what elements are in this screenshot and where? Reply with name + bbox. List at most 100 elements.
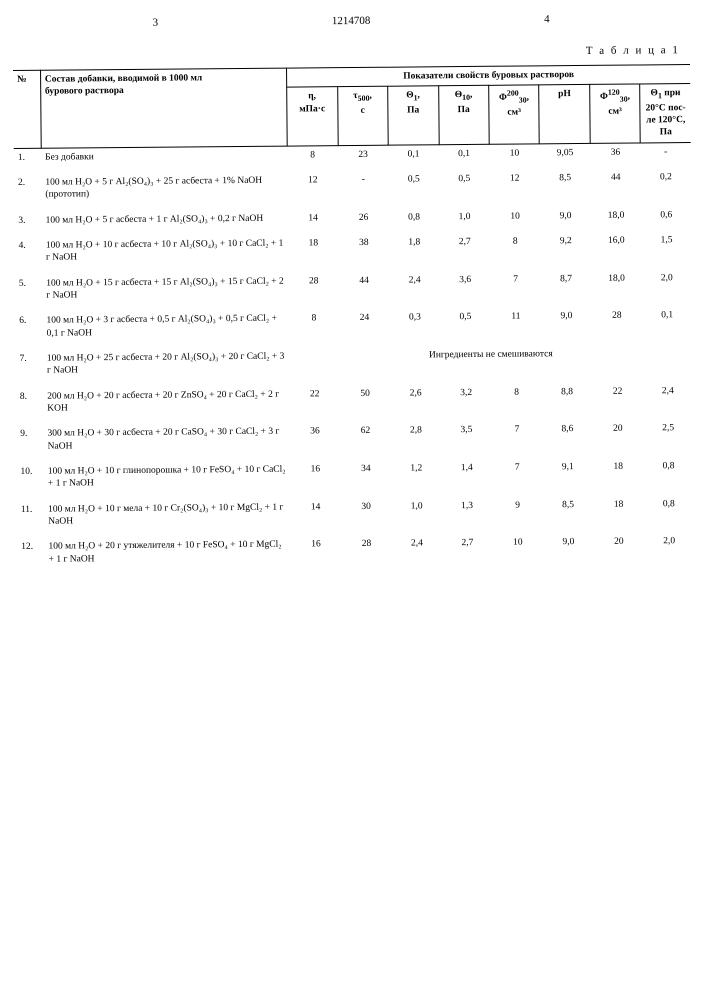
data-cell: 38	[339, 234, 390, 272]
data-cell: 2,4	[643, 382, 693, 420]
data-cell: 23	[338, 145, 389, 171]
row-desc: 100 мл H₂O + 10 г асбеста + 10 г Al₂(SO₄…	[42, 235, 289, 275]
row-number: 5.	[15, 274, 43, 312]
left-page-num: 3	[153, 17, 159, 29]
table-body: 1.Без добавки8230,10,1109,0536-2.100 мл …	[14, 142, 695, 576]
data-cell: 0,8	[643, 457, 693, 495]
data-cell: 22	[289, 385, 340, 423]
data-cell: 30	[341, 497, 392, 535]
data-cell: 18	[593, 458, 644, 496]
row-number: 1.	[14, 148, 42, 174]
data-cell: 8	[289, 309, 340, 347]
data-cell: 62	[340, 422, 391, 460]
col-ph: pH	[539, 85, 590, 144]
row-desc: 100 мл H₂O + 15 г асбеста + 15 г Al₂(SO₄…	[42, 272, 289, 312]
data-cell: 10	[489, 143, 540, 169]
data-cell: 2,7	[439, 233, 490, 271]
data-cell: 3,2	[441, 383, 492, 421]
main-table: № Состав добавки, вводимой в 1000 мл бур…	[13, 64, 694, 576]
table-header: № Состав добавки, вводимой в 1000 мл бур…	[13, 65, 691, 148]
data-cell: 9,0	[543, 533, 594, 571]
data-cell: -	[338, 171, 389, 209]
data-cell: 1,8	[389, 233, 440, 271]
data-cell: 2,4	[389, 271, 440, 309]
row-number: 7.	[15, 350, 43, 388]
data-cell: 2,0	[644, 532, 694, 570]
table-row: 12.100 мл H₂O + 20 г утяжелителя + 10 г …	[17, 532, 694, 576]
table-row: 11.100 мл H₂O + 10 г мела + 10 г Cr₂(SO₄…	[17, 495, 694, 539]
data-cell: 0,1	[439, 144, 490, 170]
data-cell: 8	[287, 145, 338, 171]
row-desc: 100 мл H₂O + 25 г асбеста + 20 г Al₂(SO₄…	[43, 348, 290, 388]
data-cell: 1,4	[441, 459, 492, 497]
col-num: №	[13, 70, 41, 148]
data-cell: 1,0	[439, 207, 490, 233]
data-cell: 1,2	[391, 459, 442, 497]
row-desc: 100 мл H₂O + 20 г утяжелителя + 10 г FeS…	[44, 536, 291, 576]
data-cell: 0,1	[388, 144, 439, 170]
data-cell: 18	[593, 495, 644, 533]
data-cell: 8,7	[541, 270, 592, 308]
row-desc: 300 мл H₂O + 30 г асбеста + 20 г CaSO₄ +…	[43, 423, 290, 463]
data-cell: 28	[341, 535, 392, 573]
doc-number: 1214708	[332, 15, 371, 27]
row-desc: 100 мл H₂O + 5 г Al₂(SO₄)₃ + 25 г асбест…	[41, 171, 288, 211]
data-cell: 3,6	[440, 270, 491, 308]
row-number: 2.	[14, 174, 42, 212]
data-cell: 2,7	[442, 534, 493, 572]
data-cell: 36	[290, 422, 341, 460]
data-cell: 8	[491, 383, 542, 421]
data-cell: 9,2	[540, 232, 591, 270]
data-cell: 8	[490, 232, 541, 270]
data-cell: 36	[590, 143, 641, 169]
data-cell: 10	[493, 534, 544, 572]
data-cell: 7	[490, 270, 541, 308]
row-number: 9.	[16, 425, 44, 463]
data-cell: 11	[491, 308, 542, 346]
col-theta10: Θ10,Па	[438, 86, 489, 145]
row-desc: 200 мл H₂O + 20 г асбеста + 20 г ZnSO₄ +…	[43, 385, 290, 425]
data-cell: 14	[288, 209, 339, 235]
data-cell: 26	[338, 208, 389, 234]
data-cell: 1,3	[442, 497, 493, 535]
row-number: 6.	[15, 312, 43, 350]
data-cell: 9,05	[540, 143, 591, 169]
table-row: 5.100 мл H₂O + 15 г асбеста + 15 г Al₂(S…	[15, 269, 692, 313]
data-cell: 50	[340, 384, 391, 422]
col-phi120: Φ12030,см³	[590, 84, 641, 143]
table-row: 7.100 мл H₂O + 25 г асбеста + 20 г Al₂(S…	[15, 344, 692, 388]
data-cell: 8,6	[542, 420, 593, 458]
col-theta1: Θ1,Па	[388, 86, 439, 145]
data-cell: 0,6	[641, 206, 691, 232]
data-cell: 9,0	[540, 207, 591, 233]
data-cell: 0,5	[388, 170, 439, 208]
data-cell: 10	[490, 207, 541, 233]
row-span-note: Ингредиенты не смешиваются	[289, 344, 693, 385]
data-cell: 7	[492, 421, 543, 459]
data-cell: 2,8	[391, 422, 442, 460]
data-cell: 0,8	[389, 208, 440, 234]
table-row: 10.100 мл H₂O + 10 г глинопорошка + 10 г…	[16, 457, 693, 501]
data-cell: -	[641, 142, 691, 168]
data-cell: 16	[290, 460, 341, 498]
data-cell: 44	[590, 168, 641, 206]
data-cell: 1,0	[391, 497, 442, 535]
data-cell: 12	[287, 171, 338, 209]
col-tau: τ500,с	[337, 87, 388, 146]
row-number: 12.	[17, 538, 45, 576]
data-cell: 16,0	[591, 231, 642, 269]
data-cell: 18	[288, 234, 339, 272]
data-cell: 9	[492, 496, 543, 534]
data-cell: 8,5	[540, 169, 591, 207]
data-cell: 16	[291, 536, 342, 574]
table-row: 8.200 мл H₂O + 20 г асбеста + 20 г ZnSO₄…	[16, 382, 693, 426]
data-cell: 2,6	[390, 384, 441, 422]
data-cell: 44	[339, 271, 390, 309]
table-row: 6.100 мл H₂O + 3 г асбеста + 0,5 г Al₂(S…	[15, 306, 692, 350]
col-theta120: Θ1 при 20°С пос-ле 120°С,Па	[640, 84, 691, 143]
data-cell: 0,5	[439, 170, 490, 208]
data-cell: 34	[340, 460, 391, 498]
data-cell: 28	[592, 307, 643, 345]
data-cell: 7	[492, 458, 543, 496]
col-phi200: Φ20030,см³	[489, 85, 540, 144]
